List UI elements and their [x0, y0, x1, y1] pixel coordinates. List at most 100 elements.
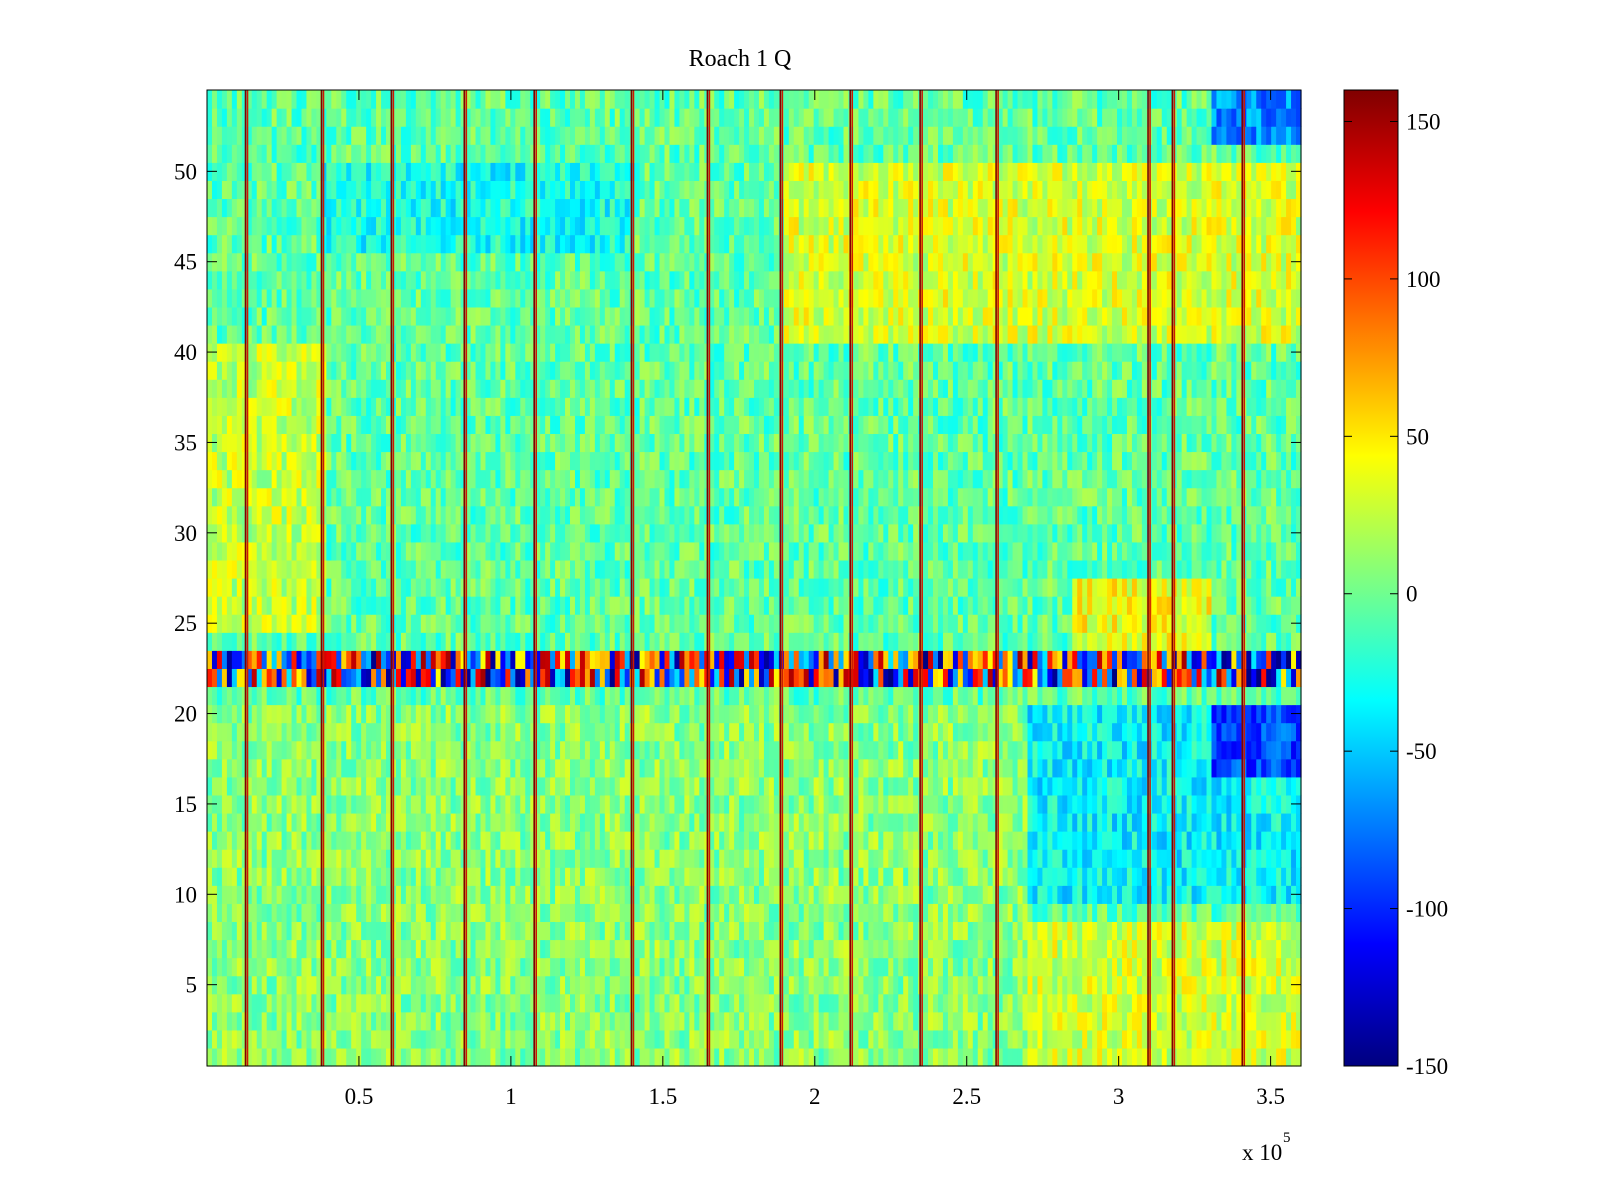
heatmap-cell — [331, 885, 337, 904]
heatmap-cell — [415, 1011, 422, 1031]
heatmap-cell — [226, 686, 233, 706]
heatmap-cell — [211, 758, 218, 778]
heatmap-cell — [440, 776, 447, 796]
heatmap-cell — [1206, 758, 1213, 778]
heatmap-cell — [1266, 867, 1272, 886]
heatmap-cell — [1141, 867, 1148, 886]
heatmap-cell — [565, 885, 571, 904]
heatmap-cell — [957, 1011, 964, 1031]
heatmap-cell — [316, 686, 322, 706]
heatmap-cell — [763, 867, 770, 886]
heatmap-cell — [550, 975, 556, 995]
heatmap-cell — [430, 867, 437, 886]
heatmap-cell — [256, 794, 263, 814]
heatmap-cell — [1221, 939, 1228, 959]
heatmap-cell — [440, 885, 447, 904]
heatmap-cell — [465, 740, 472, 760]
heatmap-cell — [584, 939, 591, 959]
heatmap-cell — [226, 740, 233, 760]
heatmap-cell — [699, 650, 705, 669]
heatmap-cell — [1002, 975, 1009, 995]
heatmap-cell — [565, 1011, 571, 1031]
heatmap-cell — [480, 1011, 487, 1031]
heatmap-cell — [937, 686, 944, 706]
heatmap-cell — [913, 794, 919, 814]
heatmap-cell — [962, 776, 969, 796]
heatmap-cell — [1191, 704, 1198, 724]
heatmap-cell — [898, 885, 904, 904]
heatmap-cell — [858, 903, 864, 922]
heatmap-cell — [724, 993, 730, 1013]
heatmap-cell — [679, 650, 685, 669]
heatmap-cell — [331, 668, 337, 688]
heatmap-cell — [1151, 867, 1158, 886]
heatmap-cell — [1121, 849, 1128, 868]
heatmap-cell — [485, 849, 492, 868]
heatmap-cell — [1286, 740, 1292, 760]
heatmap-cell — [1002, 831, 1009, 850]
heatmap-cell — [1077, 1029, 1083, 1049]
heatmap-cell — [942, 686, 949, 706]
heatmap-cell — [962, 794, 969, 814]
heatmap-cell — [1251, 885, 1257, 904]
heatmap-cell — [823, 1011, 830, 1031]
heatmap-cell — [1102, 831, 1108, 850]
heatmap-cell — [361, 722, 367, 742]
heatmap-cell — [744, 849, 750, 868]
heatmap-cell — [1181, 740, 1188, 760]
heatmap-cell — [570, 776, 576, 796]
heatmap-cell — [425, 903, 432, 922]
heatmap-cell — [967, 867, 974, 886]
heatmap-cell — [540, 993, 546, 1013]
heatmap-cell — [878, 758, 884, 778]
heatmap-cell — [356, 849, 362, 868]
heatmap-cell — [754, 686, 760, 706]
heatmap-cell — [997, 867, 1004, 886]
heatmap-cell — [818, 831, 825, 850]
heatmap-cell — [898, 704, 904, 724]
heatmap-cell — [430, 831, 437, 850]
heatmap-cell — [604, 812, 611, 832]
heatmap-cell — [236, 776, 243, 796]
heatmap-cell — [1131, 975, 1138, 995]
heatmap-cell — [813, 849, 820, 868]
heatmap-cell — [1107, 975, 1113, 995]
heatmap-cell — [937, 885, 944, 904]
heatmap-cell — [1151, 776, 1158, 796]
heatmap-cell — [410, 1047, 417, 1067]
heatmap-cell — [276, 939, 283, 959]
heatmap-cell — [1077, 939, 1083, 959]
heatmap-cell — [231, 776, 238, 796]
heatmap-cell — [480, 668, 487, 688]
heatmap-cell — [1286, 849, 1292, 868]
heatmap-cell — [336, 776, 342, 796]
heatmap-cell — [1266, 812, 1272, 832]
heatmap-cell — [619, 794, 626, 814]
heatmap-cell — [843, 831, 850, 850]
heatmap-cell — [410, 650, 417, 669]
heatmap-cell — [311, 1011, 317, 1031]
heatmap-cell — [1211, 849, 1218, 868]
heatmap-cell — [1102, 885, 1108, 904]
heatmap-cell — [420, 903, 427, 922]
heatmap-cell — [485, 686, 492, 706]
heatmap-cell — [838, 1047, 845, 1067]
heatmap-cell — [962, 921, 969, 941]
heatmap-cell — [1047, 849, 1053, 868]
heatmap-cell — [450, 975, 457, 995]
heatmap-cell — [928, 686, 934, 706]
heatmap-cell — [947, 776, 954, 796]
heatmap-cell — [908, 1011, 914, 1031]
heatmap-cell — [341, 903, 347, 922]
heatmap-cell — [535, 686, 541, 706]
heatmap-cell — [560, 867, 566, 886]
heatmap-cell — [614, 975, 621, 995]
heatmap-cell — [415, 704, 422, 724]
heatmap-cell — [381, 812, 387, 832]
heatmap-cell — [724, 650, 730, 669]
heatmap-cell — [1072, 975, 1078, 995]
heatmap-cell — [714, 740, 720, 760]
heatmap-cell — [589, 1047, 596, 1067]
heatmap-cell — [579, 975, 586, 995]
heatmap-cell — [574, 975, 581, 995]
